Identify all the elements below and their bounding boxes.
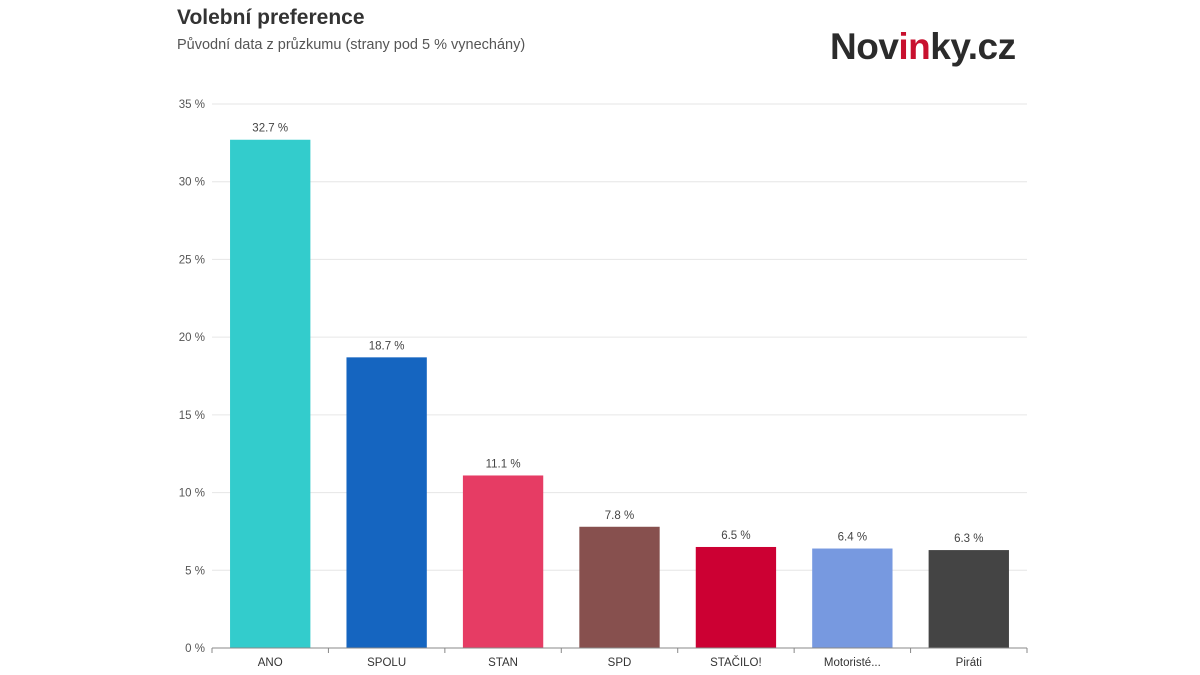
bar[interactable] (462, 475, 544, 648)
x-category-label: SPD (608, 657, 632, 669)
logo-text-start: Nov (830, 26, 899, 67)
data-label: 32.7 % (252, 123, 288, 135)
bar[interactable] (928, 550, 1009, 648)
y-tick-label: 10 % (179, 488, 205, 500)
bar[interactable] (579, 526, 660, 648)
y-tick-label: 5 % (185, 565, 205, 577)
data-label: 7.8 % (605, 510, 634, 522)
x-category-label: SPOLU (367, 657, 406, 669)
x-category-label: Motoristé... (824, 657, 881, 669)
chart-title: Volební preference (177, 6, 365, 29)
data-label: 11.1 % (486, 458, 521, 470)
y-tick-label: 15 % (179, 410, 205, 422)
bar[interactable] (346, 357, 427, 648)
data-labels: 32.7 % 18.7 % 11.1 % 7.8 % 6.5 % 6.4 % 6.3 % (252, 123, 983, 545)
novinky-logo[interactable]: Novinky.cz (830, 28, 1016, 65)
logo-text-end: ky.cz (930, 26, 1016, 67)
bar[interactable] (812, 548, 893, 648)
x-category-label: Piráti (956, 657, 982, 669)
data-label: 6.4 % (838, 532, 867, 544)
logo-text-accent: in (898, 26, 931, 67)
y-axis-ticks: 0 % 5 % 10 % 15 % 20 % 25 % 30 % 35 % (179, 99, 205, 655)
x-category-label: STAČILO! (710, 656, 762, 669)
y-tick-label: 20 % (179, 332, 205, 344)
grid-lines (212, 103, 1027, 571)
y-tick-label: 25 % (179, 254, 205, 266)
y-tick-label: 0 % (185, 643, 205, 655)
y-tick-label: 35 % (179, 99, 205, 111)
x-axis (211, 647, 1028, 653)
data-label: 6.5 % (721, 530, 750, 542)
data-label: 18.7 % (369, 340, 405, 352)
bar[interactable] (230, 139, 311, 648)
data-label: 6.3 % (954, 533, 983, 545)
chart-subtitle: Původní data z průzkumu (strany pod 5 % … (177, 37, 526, 53)
bars (230, 139, 1009, 648)
bar[interactable] (695, 546, 777, 648)
y-tick-label: 30 % (179, 177, 205, 189)
x-axis-labels: ANO SPOLU STAN SPD STAČILO! Motoristé... Pirát… (258, 656, 982, 669)
x-category-label: STAN (488, 657, 518, 669)
x-category-label: ANO (258, 657, 283, 669)
